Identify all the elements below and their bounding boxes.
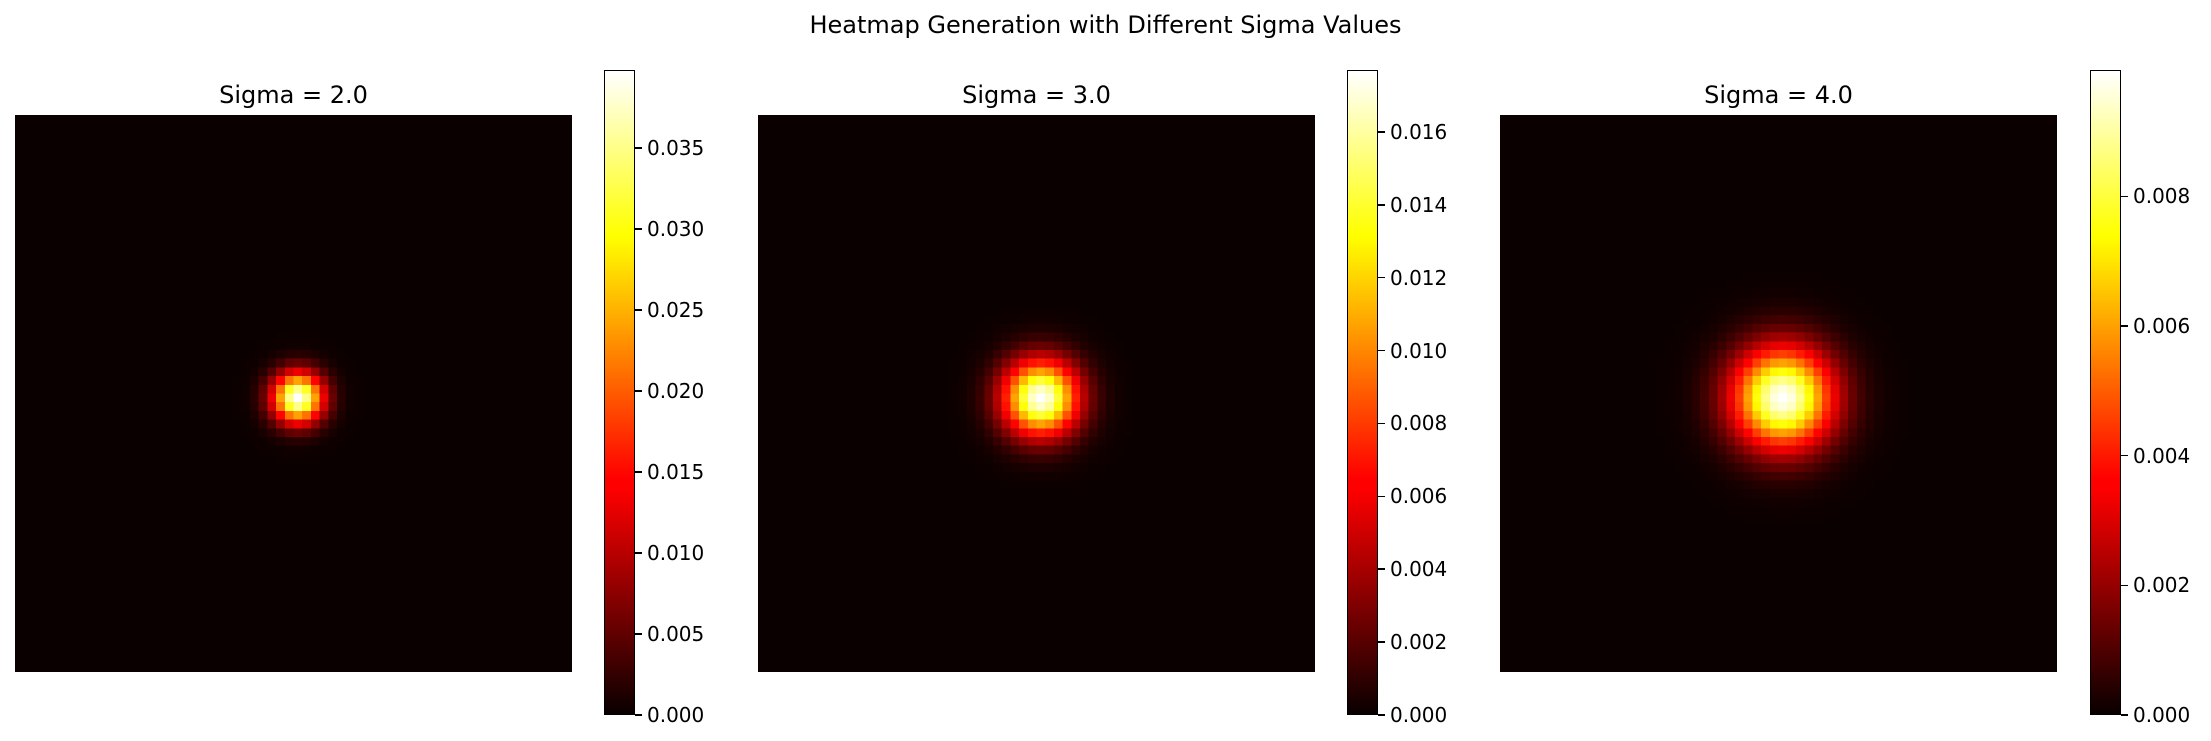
colorbar-tick-label: 0.008 [2133,184,2191,209]
colorbar-tick-label: 0.002 [1390,630,1448,655]
colorbar-tick-label: 0.000 [1390,703,1448,727]
colorbar-tick-label: 0.010 [647,540,705,565]
colorbar-tick [635,552,642,554]
colorbar [2090,70,2121,715]
colorbar-tick-label: 0.006 [1390,484,1448,509]
colorbar [1347,70,1378,715]
panel-title: Sigma = 4.0 [1704,81,1853,109]
colorbar-tick [1378,495,1385,498]
colorbar-tick-label: 0.000 [2133,703,2191,727]
panel-title: Sigma = 2.0 [219,81,368,109]
colorbar-tick-label: 0.006 [2133,314,2191,339]
colorbar-tick-label: 0.012 [1390,265,1448,290]
colorbar-tick [2121,195,2128,198]
colorbar [604,70,635,715]
panel-title: Sigma = 3.0 [962,81,1111,109]
colorbar-tick [1378,349,1385,352]
heatmap-image [1500,115,2057,672]
colorbar-tick [2121,454,2128,457]
colorbar-tick [1378,568,1385,570]
colorbar-tick-label: 0.025 [647,297,705,322]
colorbar-tick-label: 0.020 [647,378,705,403]
colorbar-tick [2121,584,2128,587]
colorbar-tick [1378,422,1385,425]
colorbar-tick [1378,714,1385,716]
colorbar-tick-label: 0.004 [1390,557,1448,582]
colorbar-tick [1378,276,1385,279]
heatmap-image [15,115,572,672]
colorbar-tick-label: 0.030 [647,216,705,241]
colorbar-tick [635,309,642,311]
colorbar-tick [635,714,642,716]
colorbar-tick-label: 0.005 [647,621,705,646]
colorbar-tick [1378,641,1385,643]
colorbar-tick-label: 0.015 [647,459,705,484]
colorbar-tick-label: 0.000 [647,703,705,727]
colorbar-tick-label: 0.016 [1390,119,1448,144]
colorbar-tick [2121,714,2128,716]
colorbar-tick [635,390,642,392]
colorbar-tick [1378,204,1385,206]
colorbar-tick [635,228,642,230]
colorbar-tick [635,471,642,473]
colorbar-tick [635,147,642,149]
figure-title: Heatmap Generation with Different Sigma … [809,11,1402,39]
colorbar-tick-label: 0.008 [1390,411,1448,436]
colorbar-tick-label: 0.014 [1390,192,1448,217]
colorbar-tick [1378,131,1385,133]
heatmap-image [758,115,1315,672]
colorbar-tick [2121,325,2128,327]
colorbar-tick-label: 0.035 [647,135,705,160]
colorbar-tick [635,633,642,635]
colorbar-tick-label: 0.010 [1390,338,1448,363]
colorbar-tick-label: 0.004 [2133,443,2191,468]
colorbar-tick-label: 0.002 [2133,573,2191,598]
